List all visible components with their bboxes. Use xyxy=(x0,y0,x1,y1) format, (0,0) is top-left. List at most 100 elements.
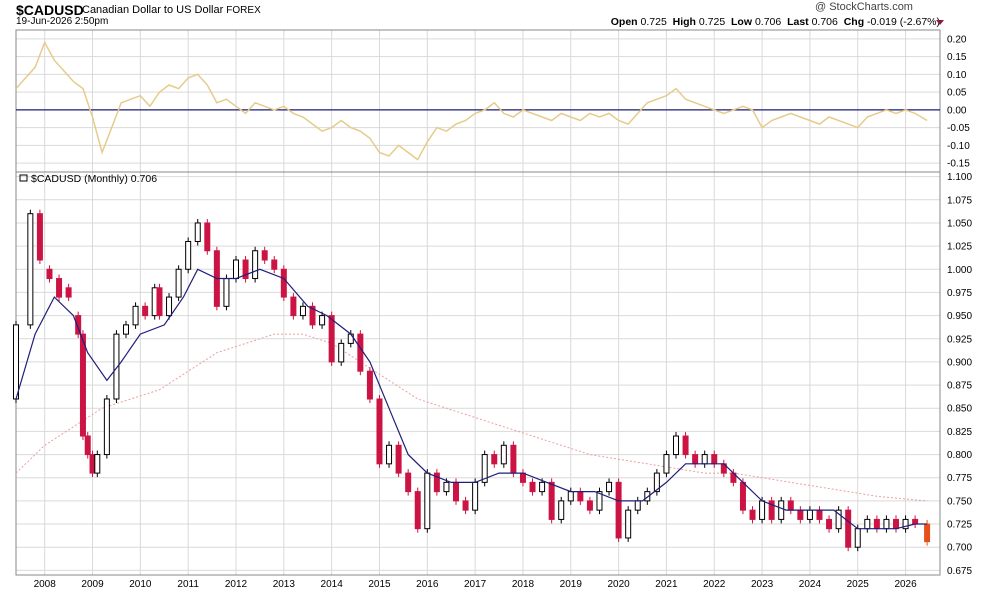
candle-body xyxy=(663,454,670,474)
candle-body xyxy=(242,259,249,280)
candle-body xyxy=(252,250,259,280)
candle-body xyxy=(481,454,488,483)
price-tick-label: 0.975 xyxy=(947,288,972,299)
x-tick-label: 2016 xyxy=(416,579,439,590)
price-tick-label: 0.850 xyxy=(947,404,972,415)
x-tick-label: 2009 xyxy=(81,579,104,590)
quote-summary: Open 0.725 High 0.725 Low 0.706 Last 0.7… xyxy=(611,16,940,28)
indicator-tick-label: -0.10 xyxy=(947,141,970,152)
candle-body xyxy=(223,278,230,307)
candle-body xyxy=(567,491,574,502)
high-value: 0.725 xyxy=(698,16,726,28)
indicator-tick-label: 0.20 xyxy=(947,34,967,45)
indicator-tick-label: 0.10 xyxy=(947,70,967,81)
x-tick-label: 2021 xyxy=(655,579,678,590)
candle-body xyxy=(175,268,182,298)
low-value: 0.706 xyxy=(754,16,782,28)
price-tick-label: 0.725 xyxy=(947,520,972,531)
candle-body xyxy=(328,315,335,363)
candle-body xyxy=(711,454,718,465)
price-tick-label: 0.900 xyxy=(947,357,972,368)
candle-body xyxy=(443,481,450,493)
chg-label: Chg xyxy=(843,16,865,28)
stockcharts-watermark[interactable]: @ StockCharts.com xyxy=(815,1,913,13)
last-value: 0.706 xyxy=(811,16,838,28)
candle-body xyxy=(787,500,794,511)
candle-body xyxy=(424,472,431,530)
legend-candle-icon xyxy=(19,174,28,182)
x-tick-label: 2011 xyxy=(177,579,199,590)
candle-body xyxy=(548,481,555,520)
candle-body xyxy=(500,444,507,465)
x-tick-label: 2024 xyxy=(799,579,822,590)
price-tick-label: 0.750 xyxy=(947,496,972,507)
candle-body xyxy=(701,454,708,465)
indicator-tick-label: 0.15 xyxy=(947,52,967,63)
indicator-panel-frame xyxy=(15,29,941,173)
price-tick-label: 1.100 xyxy=(947,172,972,183)
candle-body xyxy=(586,500,593,511)
candle-body xyxy=(510,444,517,474)
candle-body xyxy=(94,454,101,474)
price-tick-label: 1.000 xyxy=(947,265,972,276)
candle-body xyxy=(596,491,603,511)
candle-body xyxy=(395,444,402,474)
candle-body xyxy=(529,481,536,493)
x-tick-label: 2014 xyxy=(321,579,344,590)
candle-body xyxy=(845,509,852,548)
price-tick-label: 0.925 xyxy=(947,334,972,345)
long-moving-average-line xyxy=(15,333,928,502)
candle-body xyxy=(204,222,211,252)
candle-body xyxy=(577,491,584,502)
candle-body xyxy=(194,222,201,242)
price-tick-label: 0.800 xyxy=(947,450,972,461)
candle-body xyxy=(854,528,861,548)
candle-body xyxy=(84,435,91,456)
candle-body xyxy=(75,315,82,335)
timestamp: 19-Jun-2026 2:50pm xyxy=(16,16,109,27)
candle-body xyxy=(79,333,86,437)
candle-body xyxy=(606,481,613,493)
candle-body xyxy=(36,213,43,261)
candle-body xyxy=(309,305,316,326)
candle-body xyxy=(261,250,268,261)
candle-body xyxy=(539,481,546,493)
price-tick-label: 1.025 xyxy=(947,242,972,253)
price-tick-label: 1.050 xyxy=(947,218,972,229)
candle-body xyxy=(185,240,192,270)
x-tick-label: 2025 xyxy=(847,579,870,590)
candle-body xyxy=(142,305,149,317)
x-tick-label: 2017 xyxy=(464,579,487,590)
x-tick-label: 2018 xyxy=(512,579,535,590)
candle-body xyxy=(103,398,110,456)
high-label: High xyxy=(672,16,696,28)
candle-body xyxy=(132,305,139,326)
x-tick-label: 2026 xyxy=(894,579,917,590)
short-moving-average-line xyxy=(15,268,928,530)
price-tick-label: 0.875 xyxy=(947,381,972,392)
candle-body xyxy=(768,500,775,520)
exchange-text: FOREX xyxy=(226,5,261,16)
x-tick-label: 2020 xyxy=(607,579,630,590)
chart-header: $CADUSD Canadian Dollar to US Dollar FOR… xyxy=(0,0,990,30)
price-tick-label: 0.825 xyxy=(947,427,972,438)
candle-body xyxy=(233,259,239,280)
candle-body xyxy=(835,509,842,530)
candle-body xyxy=(156,287,163,317)
candle-body xyxy=(453,481,459,502)
candle-body xyxy=(615,481,622,539)
candle-body xyxy=(924,523,931,543)
candle-body xyxy=(749,509,756,520)
candle-body xyxy=(357,333,364,372)
indicator-tick-label: 0.05 xyxy=(947,88,967,99)
candle-body xyxy=(271,259,278,270)
x-tick-label: 2013 xyxy=(273,579,296,590)
candle-body xyxy=(558,500,565,520)
candle-body xyxy=(739,481,746,511)
candle-body xyxy=(123,324,129,335)
price-tick-label: 0.675 xyxy=(947,566,972,577)
symbol-title: $CADUSD xyxy=(16,2,84,18)
candle-body xyxy=(472,481,479,511)
candle-body xyxy=(414,491,421,530)
